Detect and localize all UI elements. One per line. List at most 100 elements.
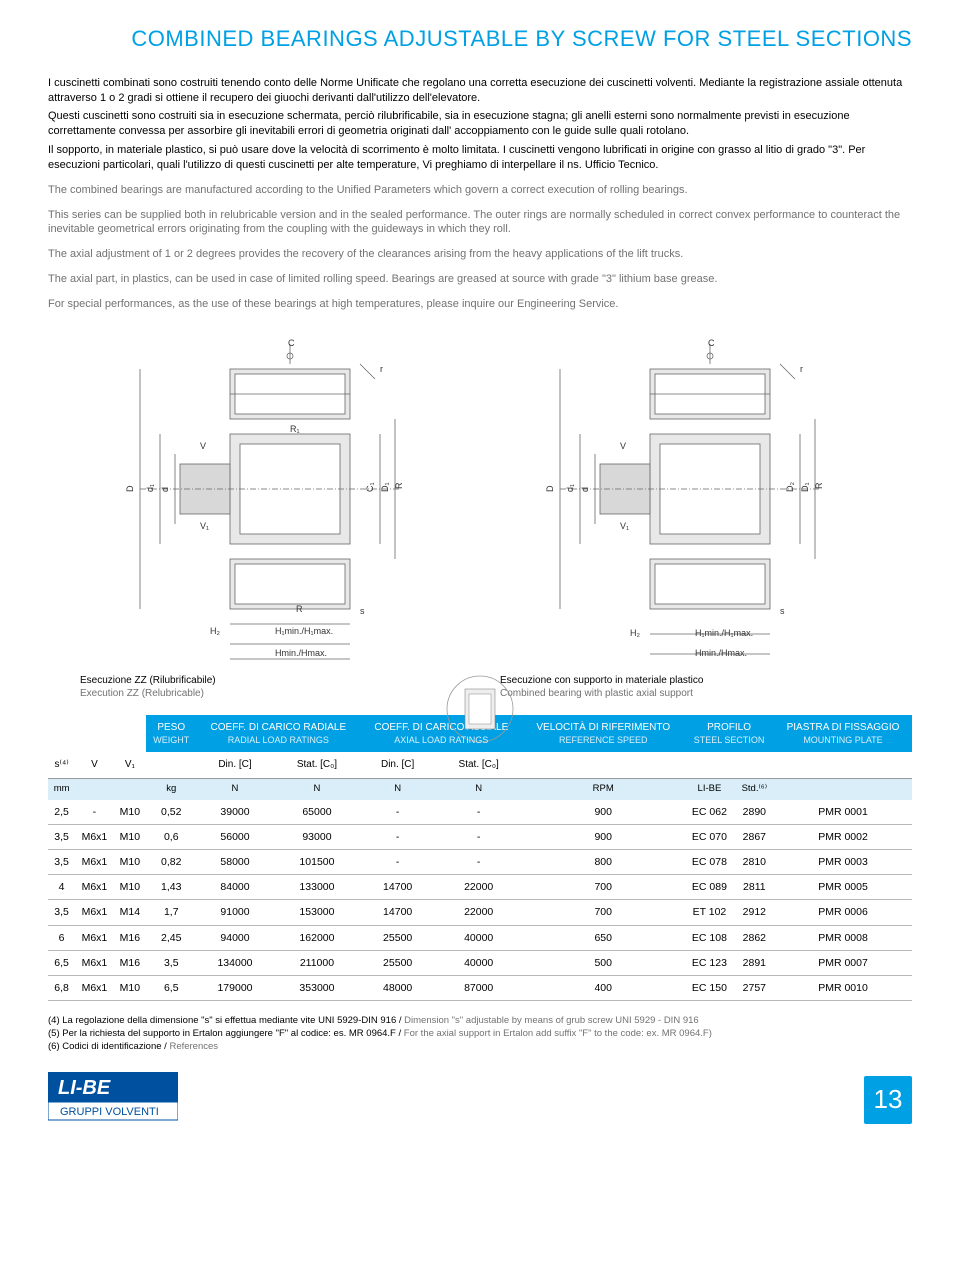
- cell: 40000: [435, 925, 522, 950]
- cell: -: [360, 800, 435, 825]
- cell: EC 150: [684, 975, 735, 1000]
- intro-en-4: For special performances, as the use of …: [48, 297, 912, 312]
- svg-text:D: D: [545, 485, 555, 492]
- svg-text:GRUPPI VOLVENTI: GRUPPI VOLVENTI: [60, 1106, 159, 1118]
- svg-text:D₂: D₂: [785, 481, 795, 491]
- th-peso: PESOWEIGHT: [146, 715, 196, 753]
- cell: M6x1: [75, 925, 113, 950]
- cell: 900: [522, 824, 684, 849]
- cell: 2890: [735, 800, 774, 825]
- cell: 48000: [360, 975, 435, 1000]
- sub-col-0: s⁽⁴⁾: [48, 752, 75, 778]
- cell: M14: [114, 900, 146, 925]
- dim-r: r: [380, 364, 383, 374]
- cell: 56000: [196, 824, 273, 849]
- th-radial: COEFF. DI CARICO RADIALERADIAL LOAD RATI…: [196, 715, 360, 753]
- dim-r1: R₁: [290, 424, 300, 434]
- cell: EC 078: [684, 850, 735, 875]
- cell: -: [75, 800, 113, 825]
- cell: 211000: [274, 950, 361, 975]
- dim-hm: Hmin./Hmax.: [275, 648, 327, 658]
- footnote-6: (6) Codici di identificazione / Referenc…: [48, 1041, 912, 1054]
- unit-col-2: [114, 778, 146, 799]
- dim-h1m: H₁min./H₁max.: [275, 626, 333, 636]
- cell: PMR 0002: [774, 824, 912, 849]
- dim-R2: R: [296, 604, 303, 614]
- cell: 25500: [360, 925, 435, 950]
- cell: 2,45: [146, 925, 196, 950]
- cell: 2,5: [48, 800, 75, 825]
- table-row: 3,5M6x1M100,8258000101500--800EC 0782810…: [48, 850, 912, 875]
- footnotes: (4) La regolazione della dimensione "s" …: [48, 1015, 912, 1053]
- cell: M10: [114, 824, 146, 849]
- cell: ET 102: [684, 900, 735, 925]
- unit-col-8: RPM: [522, 778, 684, 799]
- intro-it-2: Il sopporto, in materiale plastico, si p…: [48, 143, 912, 173]
- cell: PMR 0003: [774, 850, 912, 875]
- svg-text:s: s: [780, 606, 785, 616]
- cell: PMR 0007: [774, 950, 912, 975]
- th-profile: PROFILOSTEEL SECTION: [684, 715, 774, 753]
- sub-col-9: [684, 752, 735, 778]
- page-number: 13: [864, 1076, 912, 1124]
- svg-text:r: r: [800, 364, 803, 374]
- th-plate: PIASTRA DI FISSAGGIOMOUNTING PLATE: [774, 715, 912, 753]
- cell: M10: [114, 800, 146, 825]
- cell: M16: [114, 925, 146, 950]
- svg-text:V: V: [620, 441, 626, 451]
- cell: 3,5: [48, 900, 75, 925]
- cell: 6,8: [48, 975, 75, 1000]
- diagram-right: C r R V D d₁ d V₁ D₂ D₁ s H₂ H₁min./H₁ma…: [500, 334, 880, 664]
- cell: M10: [114, 875, 146, 900]
- cell: 6,5: [146, 975, 196, 1000]
- table-row: 3,5M6x1M100,65600093000--900EC 0702867PM…: [48, 824, 912, 849]
- cell: 133000: [274, 875, 361, 900]
- table-row: 6M6x1M162,45940001620002550040000650EC 1…: [48, 925, 912, 950]
- cell: 2757: [735, 975, 774, 1000]
- cell: 700: [522, 900, 684, 925]
- unit-col-10: Std.⁽⁶⁾: [735, 778, 774, 799]
- cell: 2810: [735, 850, 774, 875]
- cell: 3,5: [48, 850, 75, 875]
- svg-text:V₁: V₁: [620, 521, 629, 531]
- intro-en-1: This series can be supplied both in relu…: [48, 208, 912, 238]
- unit-col-6: N: [360, 778, 435, 799]
- unit-col-0: mm: [48, 778, 75, 799]
- svg-text:H₂: H₂: [630, 628, 640, 638]
- sub-col-10: [735, 752, 774, 778]
- cell: EC 070: [684, 824, 735, 849]
- svg-text:Hmin./Hmax.: Hmin./Hmax.: [695, 648, 747, 658]
- cell: 2867: [735, 824, 774, 849]
- cell: M10: [114, 850, 146, 875]
- cell: 6,5: [48, 950, 75, 975]
- svg-text:R: R: [814, 482, 824, 489]
- dim-D1: D₁: [380, 482, 390, 492]
- cell: 3,5: [48, 824, 75, 849]
- th-speed: VELOCITÀ DI RIFERIMENTOREFERENCE SPEED: [522, 715, 684, 753]
- cell: 179000: [196, 975, 273, 1000]
- dim-c: C: [288, 338, 295, 348]
- unit-col-4: N: [196, 778, 273, 799]
- cell: 0,52: [146, 800, 196, 825]
- cell: EC 108: [684, 925, 735, 950]
- detail-thumb-icon: [445, 674, 515, 744]
- cell: 1,43: [146, 875, 196, 900]
- cell: M6x1: [75, 824, 113, 849]
- dim-d: d: [160, 487, 170, 492]
- dim-v: V: [200, 441, 206, 451]
- cell: 0,6: [146, 824, 196, 849]
- page-footer: LI-BE R GRUPPI VOLVENTI 13: [48, 1072, 912, 1124]
- cell: 25500: [360, 950, 435, 975]
- svg-text:H₁min./H₁max.: H₁min./H₁max.: [695, 628, 753, 638]
- cell: M6x1: [75, 950, 113, 975]
- cell: 2891: [735, 950, 774, 975]
- caption-right-en: Combined bearing with plastic axial supp…: [500, 687, 880, 701]
- dim-D: D: [125, 485, 135, 492]
- dim-R: R: [394, 482, 404, 489]
- cell: PMR 0006: [774, 900, 912, 925]
- cell: 500: [522, 950, 684, 975]
- unit-col-11: [774, 778, 912, 799]
- dim-s: s: [360, 606, 365, 616]
- svg-text:D₁: D₁: [800, 482, 810, 492]
- unit-col-1: [75, 778, 113, 799]
